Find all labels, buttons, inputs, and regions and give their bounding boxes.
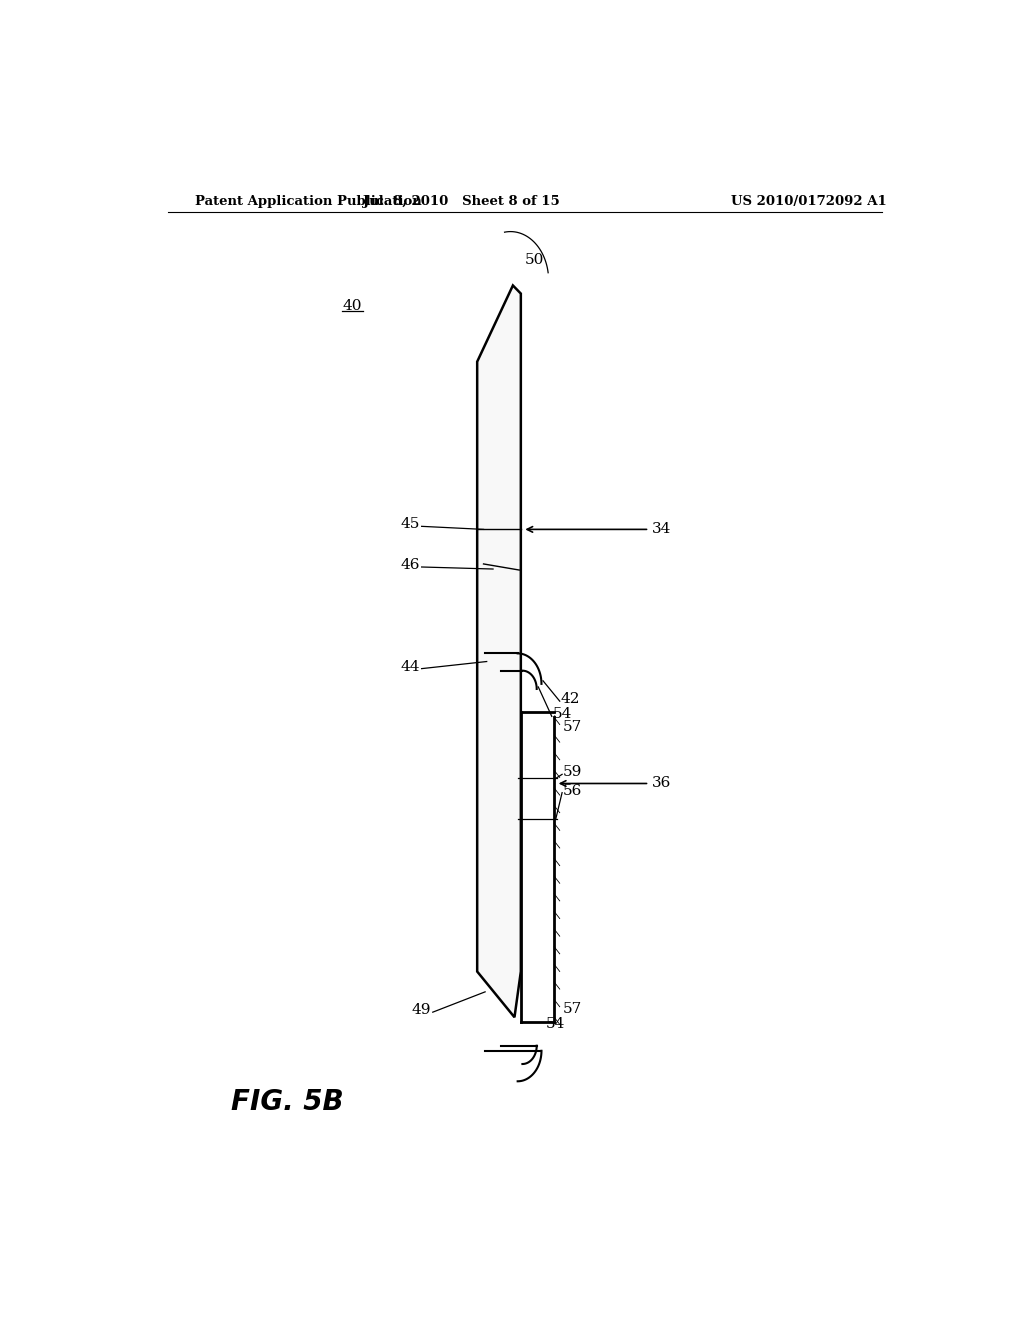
- Text: Jul. 8, 2010   Sheet 8 of 15: Jul. 8, 2010 Sheet 8 of 15: [362, 194, 560, 207]
- Text: Patent Application Publication: Patent Application Publication: [196, 194, 422, 207]
- Text: 57: 57: [563, 719, 582, 734]
- Text: 49: 49: [412, 1003, 431, 1018]
- Polygon shape: [477, 285, 521, 1018]
- Text: 34: 34: [652, 523, 671, 536]
- Text: 42: 42: [560, 692, 580, 706]
- Text: 54: 54: [553, 708, 572, 721]
- Text: US 2010/0172092 A1: US 2010/0172092 A1: [731, 194, 887, 207]
- Text: 44: 44: [400, 660, 420, 673]
- Text: FIG. 5B: FIG. 5B: [231, 1088, 344, 1115]
- Text: 50: 50: [524, 253, 544, 267]
- Text: 45: 45: [400, 517, 420, 532]
- Text: 46: 46: [400, 558, 420, 572]
- Text: 59: 59: [563, 766, 583, 779]
- Text: 54: 54: [546, 1018, 565, 1031]
- Text: 56: 56: [563, 784, 583, 797]
- Text: 40: 40: [342, 298, 361, 313]
- Text: 57: 57: [563, 1002, 582, 1016]
- Text: 36: 36: [652, 776, 671, 791]
